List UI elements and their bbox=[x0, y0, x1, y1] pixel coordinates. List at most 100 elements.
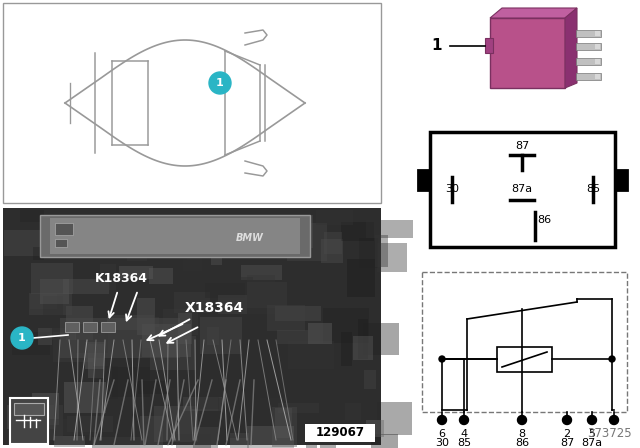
Text: 6: 6 bbox=[438, 429, 445, 439]
Bar bbox=[277, 330, 320, 344]
Text: K18364: K18364 bbox=[95, 271, 148, 284]
Text: X18364: X18364 bbox=[185, 301, 244, 315]
Bar bbox=[137, 297, 156, 335]
Bar bbox=[7, 405, 54, 429]
Bar bbox=[275, 306, 321, 321]
Bar bbox=[178, 221, 210, 250]
Bar bbox=[288, 341, 333, 369]
Bar bbox=[10, 398, 48, 444]
Bar bbox=[163, 309, 198, 335]
Circle shape bbox=[609, 356, 615, 362]
Bar bbox=[576, 43, 601, 50]
Bar bbox=[150, 336, 196, 370]
Bar bbox=[50, 218, 300, 254]
Bar bbox=[330, 353, 375, 363]
Bar bbox=[93, 366, 118, 399]
Bar bbox=[320, 425, 336, 448]
Bar bbox=[138, 317, 159, 327]
Text: 30: 30 bbox=[445, 184, 459, 194]
Bar bbox=[324, 232, 342, 254]
Bar bbox=[305, 424, 375, 442]
Text: 87: 87 bbox=[560, 438, 574, 448]
Bar bbox=[223, 276, 253, 306]
Circle shape bbox=[563, 415, 572, 425]
Bar bbox=[576, 73, 601, 80]
Bar bbox=[38, 328, 52, 345]
Bar bbox=[366, 420, 384, 438]
Bar bbox=[316, 210, 353, 225]
Bar bbox=[88, 344, 104, 378]
Bar bbox=[30, 293, 57, 309]
Bar bbox=[323, 308, 369, 343]
Bar bbox=[14, 403, 44, 415]
Bar bbox=[595, 31, 600, 36]
Bar bbox=[359, 238, 378, 268]
Bar bbox=[576, 30, 601, 37]
Bar bbox=[218, 398, 266, 438]
Bar bbox=[366, 220, 413, 238]
Bar bbox=[287, 223, 327, 261]
Bar bbox=[371, 435, 398, 448]
Bar bbox=[364, 370, 376, 389]
Bar bbox=[76, 323, 108, 353]
Text: 4: 4 bbox=[460, 429, 468, 439]
Text: 373725: 373725 bbox=[588, 427, 632, 440]
Bar bbox=[595, 59, 600, 64]
Bar bbox=[65, 306, 93, 340]
Bar bbox=[54, 436, 85, 447]
Bar bbox=[108, 237, 154, 247]
Bar bbox=[177, 435, 211, 448]
Bar bbox=[183, 233, 202, 271]
Circle shape bbox=[209, 72, 231, 94]
Bar bbox=[218, 295, 247, 314]
Bar bbox=[275, 408, 292, 438]
Bar bbox=[595, 74, 600, 79]
Text: 1: 1 bbox=[18, 333, 26, 343]
Bar bbox=[211, 247, 222, 266]
Bar bbox=[33, 247, 44, 260]
Text: 1: 1 bbox=[431, 39, 442, 53]
Bar bbox=[241, 265, 282, 280]
Polygon shape bbox=[490, 8, 577, 18]
Bar bbox=[187, 241, 211, 260]
Bar bbox=[247, 426, 294, 448]
Bar bbox=[260, 398, 285, 410]
Bar bbox=[595, 44, 600, 49]
Bar bbox=[149, 267, 173, 284]
Text: 5: 5 bbox=[589, 429, 595, 439]
Bar bbox=[140, 416, 163, 448]
Text: 30: 30 bbox=[435, 438, 449, 448]
Text: 1: 1 bbox=[216, 78, 224, 88]
Bar bbox=[60, 318, 180, 358]
Bar bbox=[55, 223, 73, 235]
Polygon shape bbox=[565, 8, 577, 88]
Bar bbox=[247, 282, 287, 308]
Bar bbox=[142, 324, 191, 357]
Bar bbox=[20, 210, 44, 222]
Bar bbox=[55, 239, 67, 247]
Bar bbox=[200, 317, 241, 354]
Bar bbox=[418, 170, 430, 190]
Text: 129067: 129067 bbox=[316, 426, 365, 439]
Bar bbox=[16, 334, 58, 374]
Bar bbox=[376, 236, 387, 267]
Bar bbox=[100, 264, 116, 290]
Bar bbox=[154, 406, 198, 442]
Bar bbox=[3, 3, 381, 203]
Bar bbox=[127, 222, 147, 261]
Bar bbox=[108, 314, 154, 330]
Bar bbox=[40, 279, 69, 304]
Bar bbox=[178, 314, 192, 344]
Bar bbox=[490, 18, 565, 88]
Bar bbox=[183, 397, 221, 411]
Bar bbox=[246, 275, 275, 314]
Bar bbox=[32, 393, 60, 425]
Bar bbox=[128, 348, 176, 388]
Bar bbox=[31, 263, 73, 294]
Bar bbox=[278, 403, 319, 413]
Circle shape bbox=[11, 327, 33, 349]
Bar bbox=[44, 405, 63, 439]
Text: 8: 8 bbox=[518, 429, 525, 439]
Bar bbox=[283, 215, 314, 249]
Circle shape bbox=[518, 415, 527, 425]
